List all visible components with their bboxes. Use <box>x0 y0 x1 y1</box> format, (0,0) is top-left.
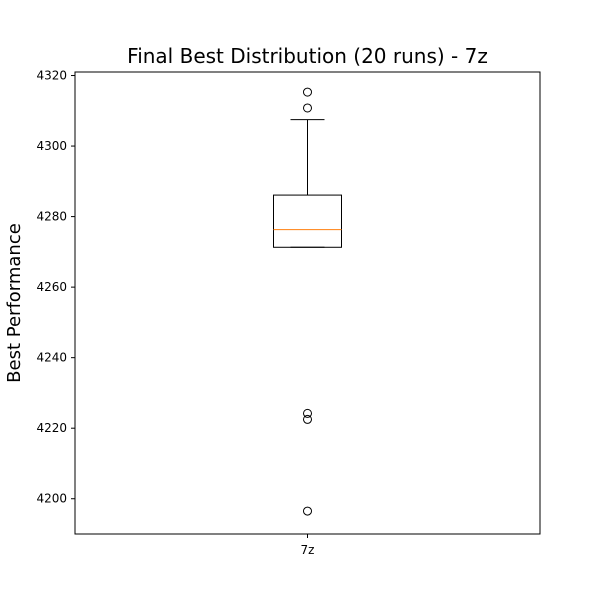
y-tick-label: 4260 <box>36 280 67 294</box>
outlier-point <box>303 87 312 97</box>
y-tick-label: 4280 <box>36 210 67 224</box>
y-tick-label: 4240 <box>36 351 67 365</box>
outlier-point <box>303 103 312 113</box>
outlier-point <box>303 408 312 418</box>
y-axis-label: Best Performance <box>4 223 25 383</box>
y-tick-label: 4300 <box>36 139 67 153</box>
outlier-point <box>303 414 312 424</box>
y-tick-label: 4220 <box>36 421 67 435</box>
outlier-point <box>303 506 312 516</box>
chart-title: Final Best Distribution (20 runs) - 7z <box>127 44 488 68</box>
y-tick-label: 4200 <box>36 492 67 506</box>
y-tick-label: 4320 <box>36 69 67 83</box>
x-tick-label: 7z <box>301 543 315 557</box>
plot-area: 4200 4220 4240 4260 4280 4300 4320 7z <box>36 69 541 557</box>
iqr-box <box>273 194 342 248</box>
